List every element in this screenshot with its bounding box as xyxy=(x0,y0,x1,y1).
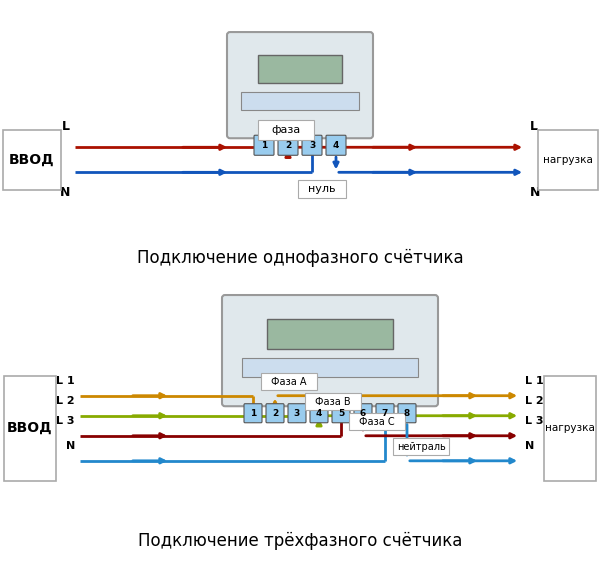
FancyBboxPatch shape xyxy=(278,135,298,155)
Text: L 3: L 3 xyxy=(525,416,544,426)
Text: 1: 1 xyxy=(250,409,256,418)
FancyBboxPatch shape xyxy=(258,120,314,140)
FancyBboxPatch shape xyxy=(261,373,317,390)
Text: нуль: нуль xyxy=(308,185,336,194)
FancyBboxPatch shape xyxy=(227,32,373,138)
Text: L 2: L 2 xyxy=(56,396,75,406)
FancyBboxPatch shape xyxy=(354,404,372,423)
Text: нагрузка: нагрузка xyxy=(545,423,595,433)
Text: L: L xyxy=(62,120,70,134)
FancyBboxPatch shape xyxy=(302,135,322,155)
Text: L 1: L 1 xyxy=(525,376,544,386)
FancyBboxPatch shape xyxy=(544,376,596,481)
Text: нейтраль: нейтраль xyxy=(397,442,445,452)
Text: N: N xyxy=(530,186,541,199)
Text: 3: 3 xyxy=(294,409,300,418)
FancyBboxPatch shape xyxy=(376,404,394,423)
Text: Подключение трёхфазного счётчика: Подключение трёхфазного счётчика xyxy=(138,532,462,550)
FancyBboxPatch shape xyxy=(258,55,342,83)
Text: N: N xyxy=(59,186,70,199)
Text: L 2: L 2 xyxy=(525,396,544,406)
FancyBboxPatch shape xyxy=(222,295,438,406)
FancyBboxPatch shape xyxy=(393,438,449,456)
FancyBboxPatch shape xyxy=(332,404,350,423)
FancyBboxPatch shape xyxy=(398,404,416,423)
Text: 7: 7 xyxy=(382,409,388,418)
Text: Фаза В: Фаза В xyxy=(315,397,351,407)
Text: 4: 4 xyxy=(316,409,322,418)
Text: 5: 5 xyxy=(338,409,344,418)
Text: Фаза А: Фаза А xyxy=(271,376,307,387)
Text: нагрузка: нагрузка xyxy=(543,155,593,165)
FancyBboxPatch shape xyxy=(241,92,359,110)
Text: Подключение однофазного счётчика: Подключение однофазного счётчика xyxy=(137,250,463,268)
Text: 4: 4 xyxy=(333,141,339,150)
FancyBboxPatch shape xyxy=(310,404,328,423)
Text: ВВОД: ВВОД xyxy=(7,421,53,435)
Text: фаза: фаза xyxy=(271,125,301,135)
FancyBboxPatch shape xyxy=(4,376,56,481)
Text: L 3: L 3 xyxy=(56,416,75,426)
FancyBboxPatch shape xyxy=(244,404,262,423)
FancyBboxPatch shape xyxy=(349,413,405,430)
Text: 2: 2 xyxy=(285,141,291,150)
FancyBboxPatch shape xyxy=(266,404,284,423)
Text: L: L xyxy=(530,120,538,134)
FancyBboxPatch shape xyxy=(242,358,418,377)
FancyBboxPatch shape xyxy=(288,404,306,423)
Text: 1: 1 xyxy=(261,141,267,150)
FancyBboxPatch shape xyxy=(538,130,598,190)
FancyBboxPatch shape xyxy=(305,393,361,410)
FancyBboxPatch shape xyxy=(326,135,346,155)
Text: N: N xyxy=(66,441,75,451)
Text: Фаза С: Фаза С xyxy=(359,417,395,427)
Text: ВВОД: ВВОД xyxy=(9,153,55,167)
FancyBboxPatch shape xyxy=(267,319,393,348)
Text: 8: 8 xyxy=(404,409,410,418)
FancyBboxPatch shape xyxy=(3,130,61,190)
Text: 2: 2 xyxy=(272,409,278,418)
FancyBboxPatch shape xyxy=(254,135,274,155)
Text: 6: 6 xyxy=(360,409,366,418)
FancyBboxPatch shape xyxy=(298,180,346,199)
Text: 3: 3 xyxy=(309,141,315,150)
Text: L 1: L 1 xyxy=(56,376,75,386)
Text: N: N xyxy=(525,441,534,451)
